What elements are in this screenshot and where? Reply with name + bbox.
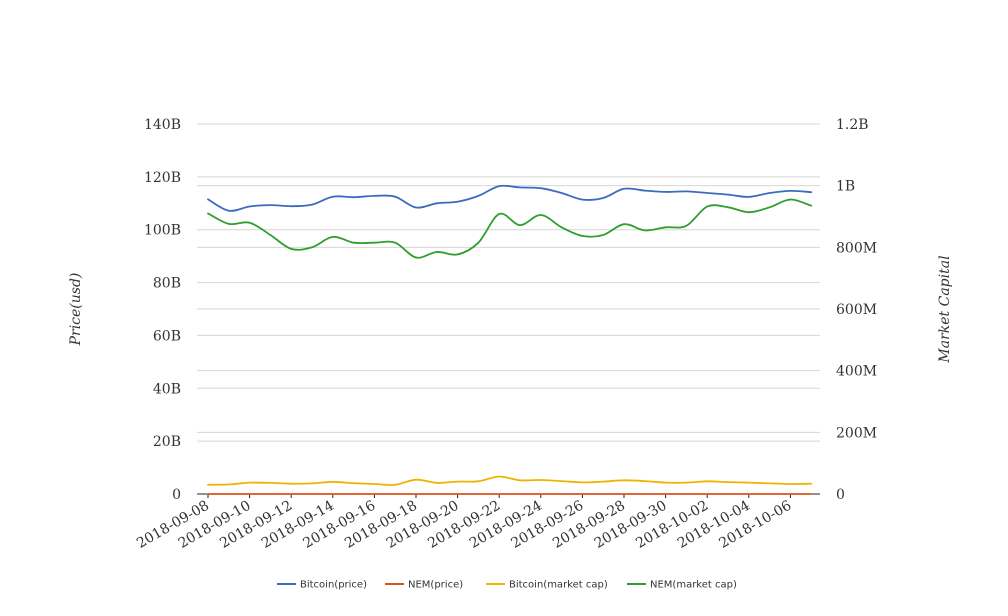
y-left-tick-label: 40B <box>153 381 181 397</box>
y-left-tick-label: 80B <box>153 276 181 292</box>
y-right-tick-label: 0 <box>836 487 845 503</box>
y-axis-left-title: Price(usd) <box>68 273 84 347</box>
y-left-tick-label: 20B <box>153 434 181 450</box>
y-right-tick-label: 400M <box>836 364 877 380</box>
y-right-tick-label: 1.2B <box>836 117 869 133</box>
legend-item-bitcoin-price[interactable]: Bitcoin(price) <box>300 580 367 591</box>
series-line-bitcoin-market-cap <box>207 475 813 486</box>
y-right-tick-label: 800M <box>836 240 877 256</box>
legend-item-bitcoin-market-cap[interactable]: Bitcoin(market cap) <box>509 580 608 591</box>
y-left-tick-label: 60B <box>153 328 181 344</box>
y-right-tick-label: 600M <box>836 302 877 318</box>
y-left-tick-label: 140B <box>144 117 181 133</box>
y-right-tick-label: 200M <box>836 425 877 441</box>
series-line-nem-market-cap <box>207 198 813 259</box>
axes: 0 20B 40B 60B 80B 100B 120B 140B 0 200M 400M 600M 80… <box>134 117 877 552</box>
y-axis-right-title: Market Capital <box>937 255 953 363</box>
legend-item-nem-price[interactable]: NEM(price) <box>408 580 463 591</box>
series-lines <box>207 184 813 495</box>
y-left-tick-label: 120B <box>144 170 181 186</box>
legend[interactable]: Bitcoin(price) NEM(price) Bitcoin(market c… <box>277 580 737 591</box>
grid <box>197 123 820 442</box>
legend-item-nem-market-cap[interactable]: NEM(market cap) <box>650 580 737 591</box>
series-line-bitcoin-price <box>207 184 813 212</box>
y-left-tick-label: 0 <box>172 487 181 503</box>
y-right-tick-label: 1B <box>836 179 855 195</box>
y-left-tick-label: 100B <box>144 223 181 239</box>
